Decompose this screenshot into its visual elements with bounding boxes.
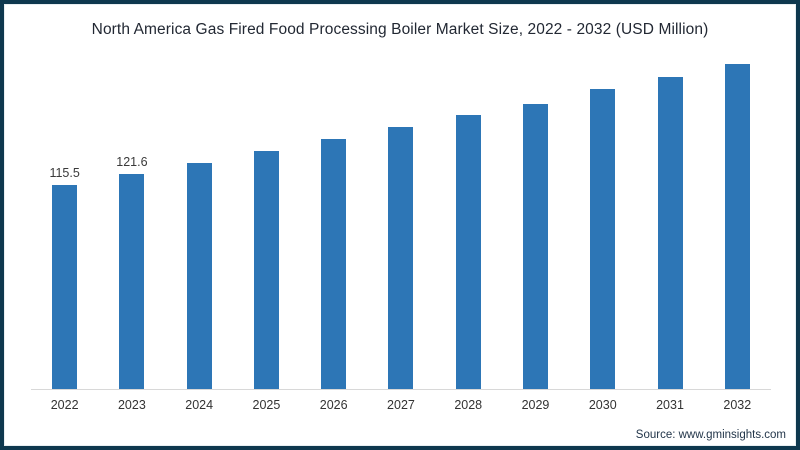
x-axis-tick-label: 2027 [387, 398, 415, 412]
bar-column [569, 55, 636, 389]
bar-value-label: 115.5 [49, 166, 80, 180]
x-axis-tick-label: 2029 [521, 398, 550, 412]
x-axis-tick-label: 2024 [185, 398, 214, 412]
bar-column [704, 55, 771, 389]
bar [186, 163, 212, 389]
bar [590, 89, 616, 389]
bar-column: 115.5 [31, 55, 98, 389]
bar-column [435, 55, 502, 389]
x-axis-tick-label: 2023 [117, 398, 146, 412]
bar [253, 151, 279, 389]
bar [657, 77, 683, 389]
x-axis-tick-label: 2030 [588, 398, 617, 412]
bar [724, 64, 750, 389]
chart-title: North America Gas Fired Food Processing … [91, 20, 709, 38]
bar-column [636, 55, 703, 389]
x-axis-tick-label: 2032 [723, 398, 752, 412]
bar-column [367, 55, 434, 389]
bar-column [166, 55, 233, 389]
bar-column [502, 55, 569, 389]
x-axis-tick-label: 2031 [656, 398, 684, 412]
bar [388, 127, 414, 389]
plot-area: 115.5 121.6 [31, 55, 771, 390]
bar [119, 174, 145, 389]
x-axis-tick-label: 2028 [454, 398, 483, 412]
bar-column [233, 55, 300, 389]
bar-column [300, 55, 367, 389]
bar [455, 115, 481, 389]
title-row: North America Gas Fired Food Processing … [4, 4, 796, 55]
bar [522, 104, 548, 389]
bar-value-label: 121.6 [116, 155, 148, 169]
x-axis-tick-label: 2022 [50, 398, 79, 412]
x-axis-tick-label: 2026 [319, 398, 348, 412]
bar-column: 121.6 [98, 55, 165, 389]
source-attribution: Source: www.gminsights.com [635, 429, 786, 441]
bar [321, 139, 347, 389]
bar [52, 185, 78, 389]
x-axis: 2022 2023 2024 2025 2026 2027 2028 2029 2030 2031… [31, 390, 771, 412]
x-axis-tick-label: 2025 [252, 398, 281, 412]
